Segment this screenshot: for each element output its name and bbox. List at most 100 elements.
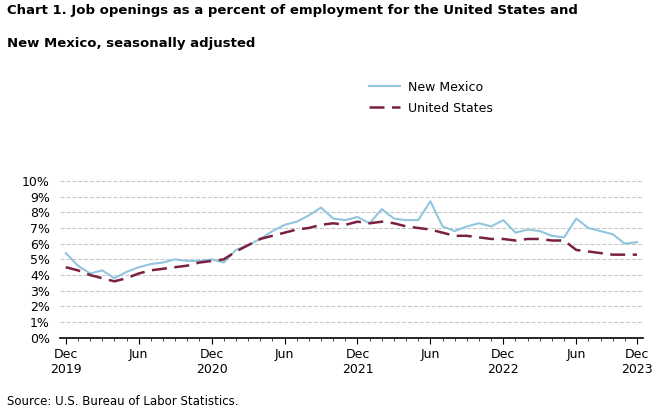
United States xyxy=(62,265,70,270)
New Mexico xyxy=(548,233,556,238)
New Mexico xyxy=(244,243,252,248)
United States xyxy=(597,250,605,255)
Text: Source: U.S. Bureau of Labor Statistics.: Source: U.S. Bureau of Labor Statistics. xyxy=(7,395,238,408)
United States xyxy=(147,268,155,273)
United States xyxy=(183,263,192,268)
New Mexico xyxy=(135,265,143,270)
New Mexico xyxy=(232,248,240,253)
New Mexico xyxy=(74,263,82,268)
United States xyxy=(244,243,252,248)
New Mexico xyxy=(512,230,520,235)
United States xyxy=(560,238,568,243)
New Mexico xyxy=(621,241,629,246)
United States xyxy=(232,249,240,254)
United States xyxy=(269,233,276,238)
New Mexico xyxy=(293,219,301,224)
New Mexico xyxy=(426,199,434,204)
United States xyxy=(524,236,532,241)
New Mexico xyxy=(110,276,119,281)
United States xyxy=(512,238,520,243)
United States xyxy=(341,222,349,227)
New Mexico xyxy=(62,250,70,255)
New Mexico xyxy=(366,221,374,226)
United States xyxy=(572,248,580,253)
United States xyxy=(74,268,82,273)
United States xyxy=(353,219,361,224)
New Mexico xyxy=(159,260,167,265)
United States xyxy=(414,225,422,230)
United States xyxy=(171,265,179,270)
United States xyxy=(463,233,471,238)
United States xyxy=(220,257,228,262)
Line: New Mexico: New Mexico xyxy=(66,201,637,278)
New Mexico xyxy=(196,258,204,263)
United States xyxy=(293,227,301,232)
New Mexico xyxy=(353,215,361,220)
New Mexico xyxy=(451,229,459,234)
United States xyxy=(621,252,629,257)
United States xyxy=(257,236,265,241)
United States xyxy=(305,225,313,230)
United States xyxy=(196,260,204,265)
United States xyxy=(378,219,386,224)
New Mexico xyxy=(536,229,544,234)
New Mexico xyxy=(439,224,447,229)
New Mexico xyxy=(341,218,349,222)
New Mexico xyxy=(208,257,215,262)
United States xyxy=(110,279,119,284)
New Mexico xyxy=(147,262,155,267)
United States xyxy=(98,276,106,281)
New Mexico xyxy=(475,221,483,226)
United States xyxy=(159,266,167,271)
United States xyxy=(86,273,94,278)
New Mexico xyxy=(269,229,276,234)
New Mexico xyxy=(123,269,131,274)
Text: New Mexico, seasonally adjusted: New Mexico, seasonally adjusted xyxy=(7,37,255,50)
United States xyxy=(123,276,131,281)
New Mexico xyxy=(572,216,580,221)
United States xyxy=(208,258,215,263)
New Mexico xyxy=(257,236,265,241)
Line: United States: United States xyxy=(66,222,637,281)
United States xyxy=(536,236,544,241)
New Mexico xyxy=(560,235,568,240)
United States xyxy=(317,222,325,227)
New Mexico xyxy=(86,271,94,276)
United States xyxy=(585,249,593,254)
New Mexico xyxy=(183,258,192,263)
United States xyxy=(609,252,617,257)
New Mexico xyxy=(280,222,288,227)
United States xyxy=(499,236,507,241)
United States xyxy=(390,221,398,226)
New Mexico xyxy=(499,218,507,222)
New Mexico xyxy=(524,227,532,232)
United States xyxy=(548,238,556,243)
New Mexico xyxy=(609,232,617,237)
United States xyxy=(280,230,288,235)
Text: Chart 1. Job openings as a percent of employment for the United States and: Chart 1. Job openings as a percent of em… xyxy=(7,4,577,17)
United States xyxy=(135,271,143,276)
New Mexico xyxy=(220,260,228,265)
New Mexico xyxy=(378,207,386,212)
United States xyxy=(487,236,495,241)
New Mexico xyxy=(98,268,106,273)
United States xyxy=(366,221,374,226)
United States xyxy=(475,235,483,240)
New Mexico xyxy=(597,229,605,234)
New Mexico xyxy=(402,218,410,222)
New Mexico xyxy=(390,216,398,221)
New Mexico xyxy=(463,224,471,229)
United States xyxy=(439,230,447,235)
New Mexico xyxy=(330,216,337,221)
Legend: New Mexico, United States: New Mexico, United States xyxy=(364,76,498,120)
New Mexico xyxy=(414,218,422,222)
New Mexico xyxy=(171,257,179,262)
New Mexico xyxy=(633,240,641,245)
United States xyxy=(633,252,641,257)
United States xyxy=(426,227,434,232)
New Mexico xyxy=(305,213,313,218)
New Mexico xyxy=(585,225,593,230)
New Mexico xyxy=(487,224,495,229)
United States xyxy=(330,221,337,226)
United States xyxy=(402,224,410,229)
